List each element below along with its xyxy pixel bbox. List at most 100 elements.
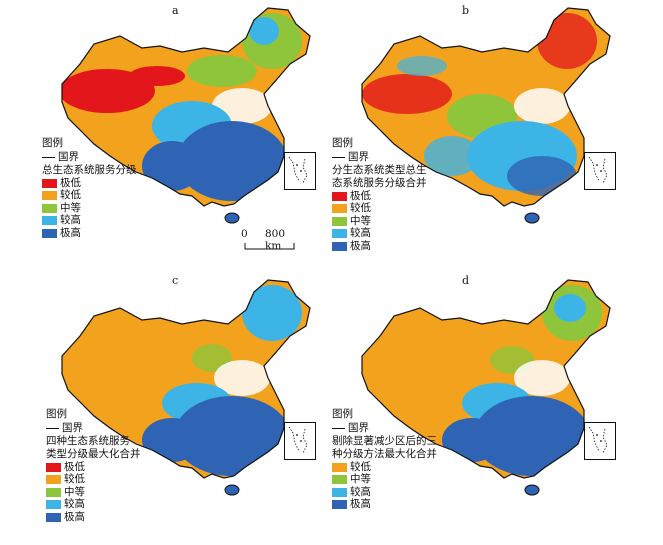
legend-boundary: 国界 <box>332 151 427 164</box>
legend-class: 较高 <box>42 214 137 228</box>
legend-class-label: 较高 <box>350 485 371 498</box>
panel-a: a 图例 国界 总生态系统服务分级 极低 较低 中等 较高 极高 <box>0 0 330 272</box>
panel-label: b <box>462 4 470 17</box>
legend-class-label: 中等 <box>350 214 371 227</box>
legend-class: 中等 <box>42 202 137 215</box>
south-china-sea-inset <box>284 422 316 460</box>
legend-class-label: 极低 <box>350 189 371 202</box>
boundary-line-symbol <box>332 156 345 159</box>
legend: 图例 国界 分生态系统类型总生 态系统服务分级合并 极低 较低 中等 较高 极高 <box>332 137 427 253</box>
panel-label: d <box>462 274 470 287</box>
legend-swatch <box>42 228 57 238</box>
map-by-ecosystem-type-merge <box>361 7 611 224</box>
boundary-label: 国界 <box>62 422 83 434</box>
boundary-line-symbol <box>46 427 59 430</box>
legend-class-label: 较低 <box>64 473 85 486</box>
legend-boundary: 国界 <box>332 422 437 435</box>
legend-subtitle-line: 种分级方法最大化合并 <box>332 448 437 460</box>
legend-subtitle-line: 态系统服务分级合并 <box>332 177 427 189</box>
map-total-ecosystem-service <box>61 7 311 224</box>
legend-class-label: 极低 <box>64 460 85 473</box>
boundary-label: 国界 <box>58 151 79 163</box>
legend-class: 较低 <box>332 202 427 216</box>
legend-class: 极高 <box>332 498 437 512</box>
legend-class: 较高 <box>332 486 437 499</box>
legend-class: 较低 <box>332 461 437 474</box>
legend-class: 极高 <box>46 511 141 524</box>
legend-class-label: 极高 <box>64 510 85 523</box>
panel-d: d 图例 国界 剔除显著减少区后的三 种分级方法最大化合并 较低 中等 较高 极… <box>332 272 662 544</box>
legend: 图例 国界 四种生态系统服务 类型分级最大化合并 极低 较低 中等 较高 极高 <box>46 408 141 524</box>
legend-swatch <box>46 462 61 472</box>
legend-class: 极低 <box>42 177 137 190</box>
legend-swatch <box>332 487 347 497</box>
legend-swatch <box>42 178 57 188</box>
legend-subtitle-line: 剔除显著减少区后的三 <box>332 435 437 447</box>
map-three-methods-max-merge <box>361 279 611 496</box>
boundary-line-symbol <box>332 427 345 430</box>
legend-class-label: 较低 <box>350 460 371 473</box>
legend-class: 中等 <box>332 215 427 228</box>
panel-label: c <box>172 274 179 287</box>
legend-boundary: 国界 <box>42 151 137 164</box>
legend-subtitle-line: 总生态系统服务分级 <box>42 164 137 176</box>
legend-class: 极低 <box>332 190 427 203</box>
legend-class: 中等 <box>46 486 141 499</box>
legend-class-label: 较低 <box>60 189 81 202</box>
south-china-sea-inset <box>284 152 316 190</box>
legend-swatch <box>332 462 347 472</box>
legend-swatch <box>46 512 61 522</box>
legend-swatch <box>42 191 57 201</box>
legend-subtitle-line: 分生态系统类型总生 <box>332 164 427 176</box>
south-china-sea-inset <box>584 422 616 460</box>
legend-swatch <box>332 475 347 485</box>
south-china-sea-inset <box>584 152 616 190</box>
legend-swatch <box>332 204 347 214</box>
legend-class: 较低 <box>46 473 141 487</box>
legend-subtitle-line: 四种生态系统服务 <box>46 435 130 447</box>
legend-swatch <box>42 216 57 226</box>
legend-class-label: 极高 <box>60 226 81 239</box>
legend-class: 极低 <box>46 461 141 474</box>
legend-class: 极高 <box>42 227 137 240</box>
legend-subtitle-line: 类型分级最大化合并 <box>46 448 141 460</box>
legend: 图例 国界 剔除显著减少区后的三 种分级方法最大化合并 较低 中等 较高 极高 <box>332 408 437 511</box>
boundary-label: 国界 <box>348 422 369 434</box>
legend-swatch <box>332 241 347 251</box>
legend-title: 图例 <box>42 137 63 149</box>
legend-class: 中等 <box>332 473 437 487</box>
legend-class: 较低 <box>42 189 137 203</box>
legend-boundary: 国界 <box>46 422 141 435</box>
boundary-label: 国界 <box>348 151 369 163</box>
panel-label: a <box>172 4 179 17</box>
legend-swatch <box>332 500 347 510</box>
legend-class-label: 中等 <box>60 201 81 214</box>
legend-class-label: 中等 <box>350 473 371 486</box>
legend-class-label: 极低 <box>60 176 81 189</box>
legend-title: 图例 <box>332 408 353 420</box>
legend-class-label: 极高 <box>350 498 371 511</box>
legend-swatch <box>46 487 61 497</box>
legend-swatch <box>46 475 61 485</box>
boundary-line-symbol <box>42 156 55 159</box>
legend-swatch <box>332 191 347 201</box>
legend-class: 极高 <box>332 240 427 253</box>
legend-swatch <box>46 500 61 510</box>
legend-class-label: 较低 <box>350 202 371 215</box>
legend-swatch <box>332 216 347 226</box>
legend: 图例 国界 总生态系统服务分级 极低 较低 中等 较高 极高 <box>42 137 137 240</box>
scale-bar-line <box>244 243 295 250</box>
legend-class: 较高 <box>332 227 427 241</box>
legend-swatch <box>332 229 347 239</box>
legend-class-label: 较高 <box>60 214 81 227</box>
legend-class-label: 较高 <box>350 227 371 240</box>
legend-swatch <box>42 203 57 213</box>
panel-b: b 图例 国界 分生态系统类型总生 态系统服务分级合并 极低 较低 中等 较高 … <box>332 0 662 272</box>
scale-bar-zero: 0 <box>241 228 248 240</box>
legend-title: 图例 <box>46 408 67 420</box>
legend-class-label: 中等 <box>64 485 85 498</box>
legend-title: 图例 <box>332 137 353 149</box>
legend-class: 较高 <box>46 498 141 512</box>
legend-class-label: 较高 <box>64 498 85 511</box>
legend-class-label: 极高 <box>350 239 371 252</box>
